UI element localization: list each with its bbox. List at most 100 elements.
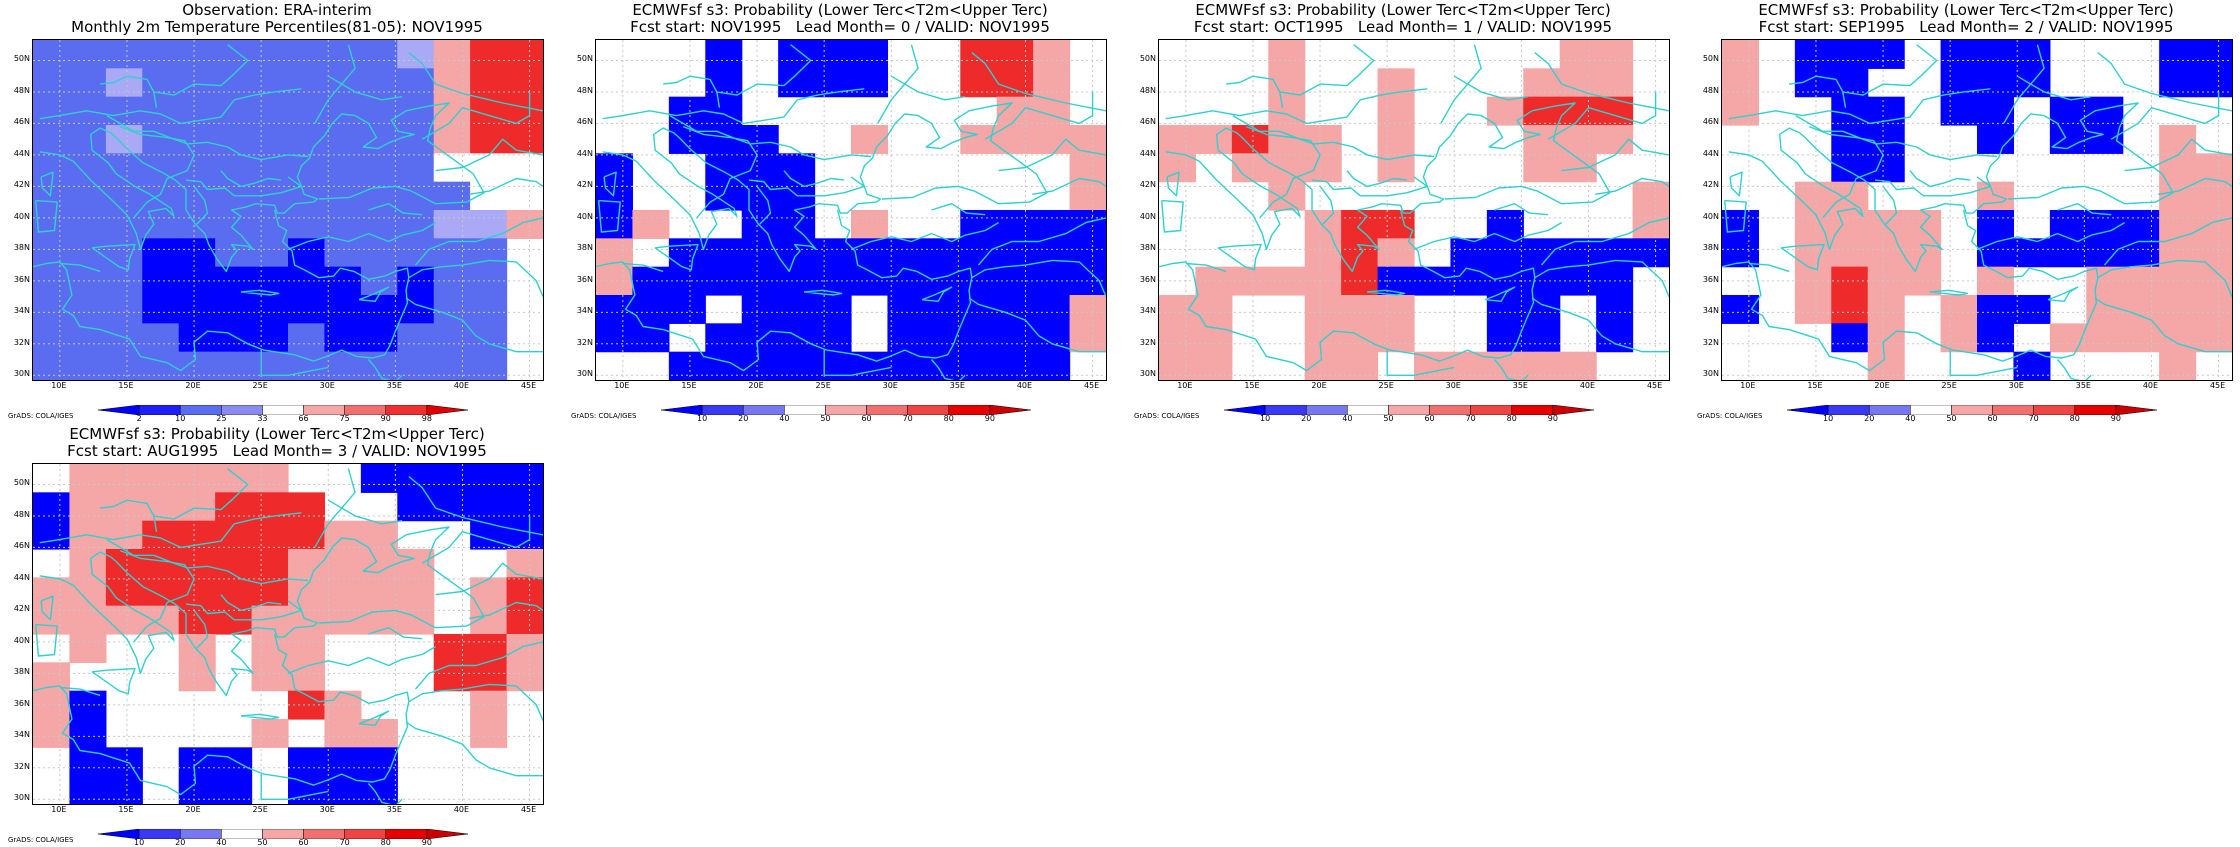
shaded-cells	[33, 464, 543, 804]
lat-tick-label: 46N	[13, 541, 30, 551]
grid-cell	[596, 295, 634, 324]
grid-cell	[1304, 153, 1342, 183]
grid-cell	[596, 323, 634, 353]
colorbar-tick-label: 80	[1506, 414, 1517, 423]
map-panel-lead0: ECMWFsf s3: Probability (Lower Terc<T2m<…	[571, 0, 1109, 423]
grid-cell	[251, 40, 289, 69]
grid-cell	[1195, 266, 1233, 296]
lon-tick-label: 10E	[1740, 381, 1756, 390]
grid-cell	[960, 125, 998, 154]
lon-tick-label: 45E	[520, 381, 537, 390]
coastline	[2110, 91, 2220, 140]
grid-cell	[397, 577, 435, 607]
grid-cell	[33, 520, 71, 550]
grid-cell	[69, 351, 107, 380]
panel-title-line2: Fcst start: OCT1995 Lead Month= 1 / VALI…	[1193, 18, 1613, 36]
grid-cell	[1069, 295, 1106, 324]
grid-cell	[33, 492, 71, 522]
lon-tick-label: 25E	[252, 805, 268, 814]
lat-tick-label: 48N	[1139, 85, 1156, 95]
grid-cell	[1033, 40, 1071, 69]
grid-cell	[2195, 210, 2232, 239]
grid-cell	[960, 323, 998, 353]
lon-tick-label: 35E	[1512, 381, 1528, 390]
grid-cell	[105, 238, 143, 268]
grid-cell	[596, 210, 634, 239]
grid-cell	[1486, 323, 1524, 353]
colorbar-tick-label: 80	[2069, 414, 2080, 423]
coastline	[1882, 185, 1898, 225]
lat-tick-label: 36N	[1702, 274, 1719, 284]
grid-cell	[288, 153, 326, 183]
grid-cell	[178, 492, 216, 522]
colorbar-swatches	[1223, 404, 1595, 416]
grid-cell	[996, 96, 1034, 126]
colorbar-tick-label: 60	[861, 414, 872, 423]
lat-tick-label: 36N	[13, 698, 30, 708]
colorbar: 10 20 40 50 60 70 80 90	[660, 400, 1032, 423]
grid-cell	[1977, 323, 2015, 353]
lon-tick-label: 30E	[1445, 381, 1461, 390]
grid-cell	[69, 181, 107, 211]
grid-cell	[2195, 40, 2232, 69]
coastline	[1808, 125, 1884, 219]
grid-cell	[1377, 295, 1415, 324]
shaded-cells	[1159, 40, 1669, 380]
grid-cell	[251, 96, 289, 126]
grid-cell	[360, 549, 398, 578]
coastline	[1165, 88, 1428, 125]
grid-cell	[1831, 40, 1869, 69]
colorbar-tick-label: 70	[902, 414, 913, 423]
colorbar-tick-label: 75	[339, 414, 350, 423]
lat-tick-label: 34N	[13, 730, 30, 740]
coastline	[890, 75, 966, 101]
lat-tick-label: 38N	[576, 243, 593, 253]
lat-tick-label: 50N	[13, 54, 30, 64]
grid-cell	[996, 40, 1034, 69]
lon-tick-label: 40E	[2142, 381, 2159, 390]
grid-cell	[360, 577, 398, 607]
grid-cell	[251, 210, 289, 239]
grid-cell	[251, 634, 289, 663]
lat-tick-label: 44N	[576, 148, 593, 158]
grid-cell	[1977, 295, 2015, 324]
grid-cell	[324, 520, 362, 550]
grid-cell	[1523, 238, 1561, 268]
grid-cell	[1794, 238, 1832, 268]
grid-cell	[215, 125, 253, 154]
grid-cell	[2013, 295, 2051, 324]
panel-title-line2: Fcst start: AUG1995 Lead Month= 3 / VALI…	[67, 442, 487, 460]
coastline	[1311, 176, 1429, 197]
grid-cell	[2049, 125, 2087, 154]
grid-cell	[2159, 68, 2197, 98]
panel-title-line1: ECMWFsf s3: Probability (Lower Terc<T2m<…	[1758, 1, 2174, 19]
lat-tick-label: 40N	[1139, 211, 1156, 221]
grid-cell	[251, 549, 289, 578]
grid-cell	[360, 323, 398, 353]
grid-cell	[1304, 323, 1342, 353]
panel-title-line1: Observation: ERA-interim	[182, 1, 372, 19]
grid-cell	[288, 125, 326, 154]
coastline	[1780, 243, 1825, 271]
coastline	[100, 499, 158, 532]
grid-cell	[1632, 238, 1669, 268]
grid-cell	[470, 153, 508, 183]
coastline	[1453, 75, 1529, 101]
lon-tick-label: 15E	[118, 805, 134, 814]
lat-tick-label: 34N	[1702, 306, 1719, 316]
grid-cell	[69, 238, 107, 268]
grid-cell	[1341, 238, 1379, 268]
coastline	[1531, 297, 1669, 353]
lat-tick-label: 38N	[13, 667, 30, 677]
coastline	[1165, 102, 1611, 273]
colorbar-tick-label: 66	[298, 414, 309, 423]
colorbar: 10 20 40 50 60 70 80 90	[1223, 400, 1595, 423]
map-canvas	[1722, 40, 2232, 380]
grid-cell	[996, 295, 1034, 324]
grid-cell	[923, 238, 961, 268]
grid-cell	[1069, 153, 1106, 183]
grid-cell	[2122, 238, 2160, 268]
grid-cell	[324, 153, 362, 183]
grid-cell	[33, 153, 71, 183]
colorbar-tick-label: 2	[136, 414, 142, 423]
